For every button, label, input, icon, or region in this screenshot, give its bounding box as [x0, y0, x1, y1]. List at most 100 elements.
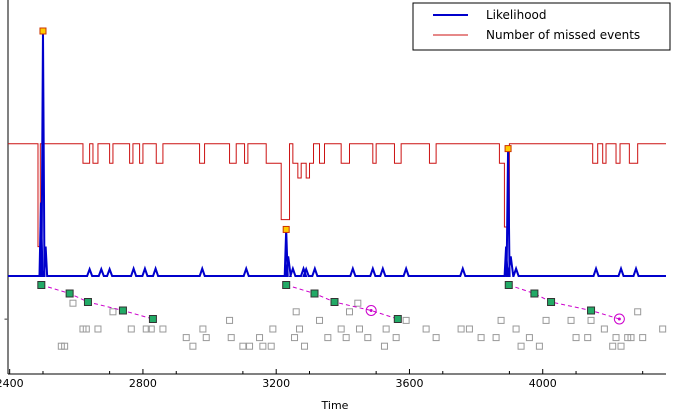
sequence-event	[282, 281, 291, 289]
sequence-event	[330, 298, 339, 306]
background-event	[345, 308, 353, 316]
background-event	[639, 334, 647, 342]
detected-sequences	[37, 281, 625, 325]
sequence-event	[530, 289, 539, 298]
background-event	[542, 316, 550, 324]
likelihood-series	[8, 30, 666, 277]
peak-marker	[282, 225, 290, 233]
background-event	[239, 342, 247, 350]
x-tick-label: 3200	[262, 377, 290, 390]
background-event	[324, 334, 332, 342]
missed-event-circle	[365, 305, 377, 316]
background-event	[246, 342, 254, 350]
background-event	[227, 334, 235, 342]
missed-event-circle	[613, 313, 625, 325]
missed-events-series	[8, 143, 666, 248]
sequence-link	[41, 284, 154, 320]
background-event	[512, 325, 520, 333]
background-event	[402, 316, 410, 324]
background-event	[364, 334, 372, 342]
sequence-event	[83, 298, 92, 306]
sequence-event	[393, 315, 402, 323]
x-axis-ticks: 2400 2800 3200 3600 4000	[0, 369, 644, 390]
background-event	[267, 342, 275, 350]
background-event	[382, 325, 390, 333]
x-tick-label: 2800	[129, 377, 157, 390]
background-event	[497, 316, 505, 324]
sequence-event	[37, 281, 46, 289]
sequence-event	[587, 306, 596, 315]
axes-frame	[7, 0, 666, 375]
missed-event-dot	[617, 317, 621, 321]
background-event	[296, 325, 304, 333]
peak-marker	[504, 145, 512, 153]
background-event	[477, 334, 485, 342]
missed-events-line	[8, 143, 666, 248]
sequence-event	[547, 298, 556, 306]
background-event	[199, 325, 207, 333]
background-event	[94, 325, 102, 333]
background-event	[392, 334, 400, 342]
background-event	[380, 342, 388, 350]
background-event	[612, 334, 620, 342]
background-events	[57, 299, 667, 350]
sequence-event	[504, 281, 513, 289]
legend-box	[412, 2, 671, 51]
legend-label-missed: Number of missed events	[486, 28, 640, 42]
background-event	[517, 342, 525, 350]
x-tick-label: 3600	[395, 377, 423, 390]
background-event	[617, 342, 625, 350]
background-event	[61, 342, 69, 350]
background-event	[159, 325, 167, 333]
background-event	[432, 334, 440, 342]
sequence-link	[508, 284, 620, 320]
background-event	[259, 342, 267, 350]
background-event	[189, 342, 197, 350]
background-event	[69, 299, 77, 307]
background-event	[465, 325, 473, 333]
legend-label-likelihood: Likelihood	[486, 8, 547, 22]
missed-event-dot	[369, 309, 373, 312]
background-event	[492, 334, 500, 342]
background-event	[355, 325, 363, 333]
background-event	[525, 334, 533, 342]
background-event	[587, 316, 595, 324]
background-event	[226, 316, 234, 324]
background-event	[457, 325, 465, 333]
background-event	[291, 334, 299, 342]
sequence-event	[65, 289, 74, 298]
left-axis-stray-tick: -	[4, 314, 8, 325]
x-axis-label: Time	[321, 399, 349, 412]
background-event	[567, 316, 575, 324]
sequence-event	[118, 306, 127, 315]
background-event	[301, 342, 309, 350]
sequence-link	[286, 284, 398, 320]
background-event	[584, 334, 592, 342]
background-event	[572, 334, 580, 342]
background-event	[600, 325, 608, 333]
background-event	[627, 334, 635, 342]
peak-markers	[39, 27, 512, 233]
background-event	[147, 325, 155, 333]
background-event	[256, 334, 264, 342]
background-event	[535, 342, 543, 350]
background-event	[202, 334, 210, 342]
background-event	[142, 325, 150, 333]
background-event	[316, 316, 324, 324]
background-event	[659, 325, 667, 333]
background-event	[127, 325, 135, 333]
sequence-event	[148, 315, 157, 323]
x-tick-label: 2400	[0, 377, 24, 390]
background-event	[337, 325, 345, 333]
background-event	[269, 325, 277, 333]
legend: Likelihood Number of missed events	[412, 2, 671, 51]
background-event	[422, 325, 430, 333]
background-event	[342, 334, 350, 342]
background-event	[354, 299, 362, 307]
background-event	[182, 334, 190, 342]
x-tick-label: 4000	[529, 377, 557, 390]
peak-marker	[39, 27, 47, 35]
background-event	[634, 308, 642, 316]
